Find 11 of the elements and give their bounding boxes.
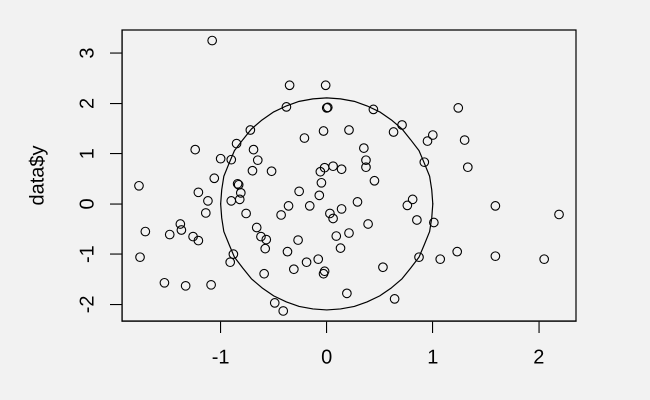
y-tick-label: -1 bbox=[76, 245, 99, 264]
y-tick-label: 1 bbox=[76, 148, 99, 160]
y-tick-label: 0 bbox=[76, 198, 99, 210]
y-axis-title: data$y bbox=[26, 145, 49, 206]
x-tick-label: 1 bbox=[427, 346, 438, 369]
y-tick-label: 2 bbox=[76, 98, 99, 109]
x-tick-label: -1 bbox=[212, 346, 230, 369]
y-tick-label: -2 bbox=[76, 296, 99, 314]
y-tick-label: 3 bbox=[76, 48, 99, 59]
x-tick-label: 2 bbox=[533, 346, 544, 369]
x-tick-label: 0 bbox=[321, 346, 332, 369]
